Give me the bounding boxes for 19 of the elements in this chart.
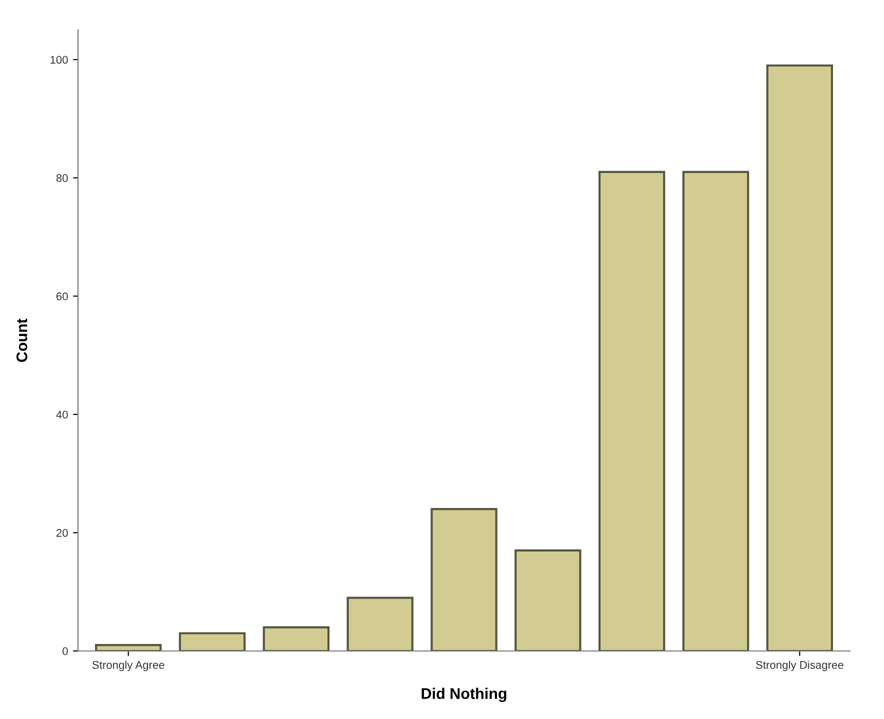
y-tick-label: 100 <box>50 56 68 64</box>
y-tick-label: 20 <box>56 528 68 537</box>
x-axis-title: Did Nothing <box>422 688 506 702</box>
x-tick-label: Strongly Disagree <box>756 660 844 672</box>
y-tick-label: 0 <box>62 647 68 656</box>
x-tick-label: Strongly Agree <box>92 660 164 672</box>
bar <box>262 626 330 651</box>
y-tick-label: 80 <box>56 174 68 182</box>
bar <box>94 644 162 651</box>
bar <box>430 508 498 651</box>
bar <box>178 632 246 651</box>
bar <box>682 170 750 651</box>
bar <box>514 549 582 651</box>
bar <box>598 170 666 651</box>
y-axis-title: Count <box>16 318 28 362</box>
y-tick-label: 60 <box>56 292 68 300</box>
bar <box>766 64 834 651</box>
y-tick-label: 40 <box>56 410 68 419</box>
bar <box>346 596 414 651</box>
